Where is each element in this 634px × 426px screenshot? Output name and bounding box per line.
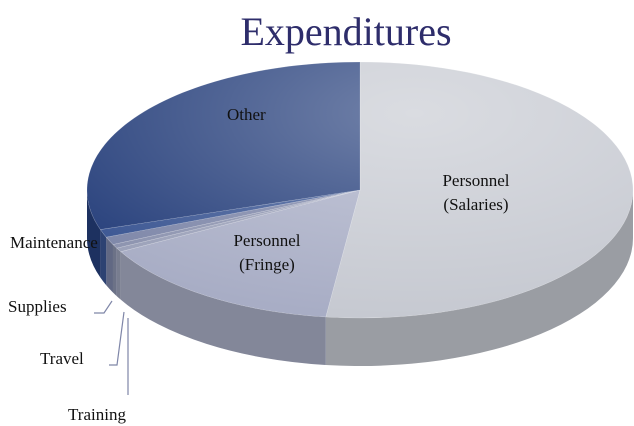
- slice-side: [87, 190, 101, 278]
- slice-side: [116, 248, 121, 300]
- side-shade: [325, 190, 633, 367]
- leader-line: [109, 311, 125, 366]
- side-shade: [116, 248, 121, 300]
- slice-label: Training: [68, 405, 126, 424]
- slice-side: [112, 244, 117, 297]
- slice-side: [100, 229, 107, 286]
- slice-side: [120, 251, 326, 365]
- slice-side: [106, 237, 113, 293]
- side-shade: [106, 237, 113, 293]
- pie: [86, 61, 634, 367]
- slice-label: Personnel (Fringe): [233, 231, 300, 274]
- chart-title: Expenditures: [240, 9, 451, 54]
- leader-line: [94, 300, 113, 314]
- slice-label: Other: [227, 105, 266, 124]
- side-shade: [87, 190, 101, 278]
- side-shade: [100, 229, 107, 286]
- side-shade: [112, 244, 117, 297]
- gloss: [87, 62, 633, 318]
- side-shade: [120, 251, 326, 365]
- slice-label: Supplies: [8, 297, 67, 316]
- slice-label: Personnel (Salaries): [442, 171, 509, 214]
- labels: Personnel (Salaries) Personnel (Fringe) Trai…: [8, 105, 510, 424]
- slice-side: [325, 190, 633, 367]
- slice-label: Travel: [40, 349, 84, 368]
- slice-label: Maintenance: [10, 233, 98, 252]
